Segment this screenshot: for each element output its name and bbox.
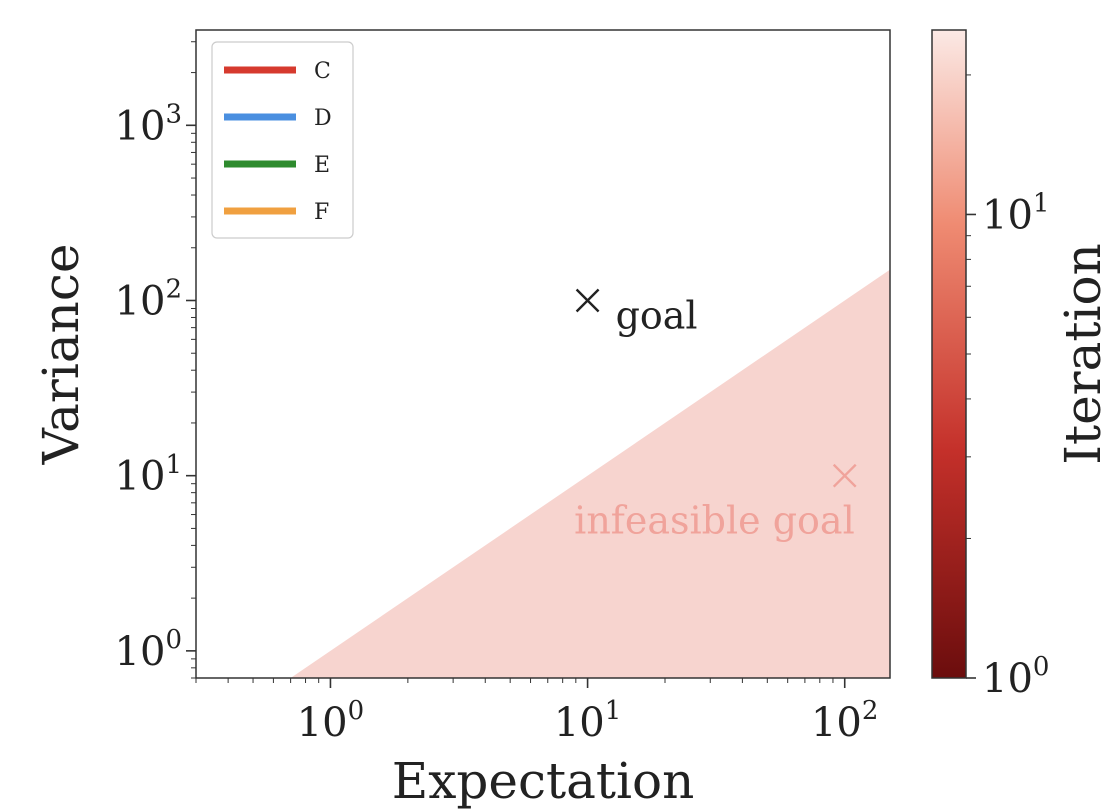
plot-frame [195, 29, 891, 679]
colorbar-tick-label: 101 [982, 189, 1049, 239]
legend-label: C [314, 59, 331, 84]
infeasible-area [290, 269, 890, 678]
legend-label: F [314, 200, 329, 225]
colorbar-ticks: 100 101 [966, 74, 1049, 702]
legend-item-C: C [224, 59, 331, 84]
y-axis-ticks: 100 101 102 103 [115, 41, 196, 679]
annotation-goal: goal [575, 288, 698, 337]
legend-box [211, 41, 354, 239]
y-tick-label: 100 [115, 625, 182, 675]
x-tick-label: 100 [297, 696, 364, 746]
x-tick-label: 102 [811, 696, 878, 746]
y-axis-label: Variance [32, 244, 90, 466]
colorbar-tick-label: 100 [982, 652, 1049, 702]
x-tick-label: 101 [554, 696, 621, 746]
legend-item-E: E [224, 153, 330, 178]
y-tick-label: 101 [115, 450, 182, 500]
x-axis-ticks: 100 101 102 [195, 678, 878, 746]
x-marker-icon [832, 463, 857, 488]
x-marker-icon [575, 288, 600, 313]
infeasible-region [290, 269, 890, 678]
colorbar-gradient [931, 29, 967, 679]
legend-item-D: D [224, 106, 332, 131]
annotation-infeasible-goal: infeasible goal [574, 463, 857, 543]
colorbar-label: Iteration [1054, 243, 1105, 465]
annotation-label: infeasible goal [574, 499, 855, 543]
x-axis-label: Expectation [392, 752, 695, 809]
legend-label: D [314, 106, 332, 131]
legend-label: E [314, 153, 330, 178]
colorbar [931, 29, 967, 679]
annotations: goal infeasible goal [574, 288, 857, 543]
annotation-label: goal [616, 293, 698, 337]
y-tick-label: 103 [115, 100, 182, 150]
legend-item-F: F [224, 200, 329, 225]
y-tick-label: 102 [115, 275, 182, 325]
